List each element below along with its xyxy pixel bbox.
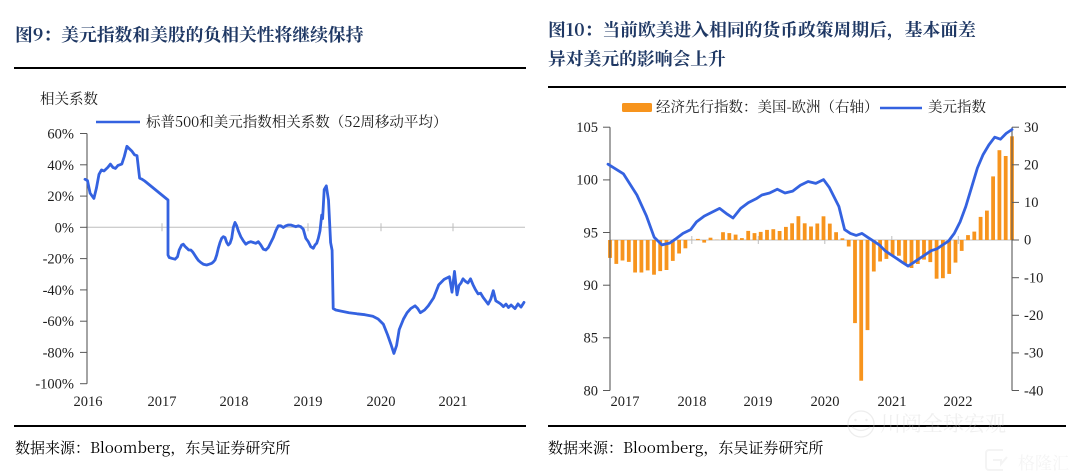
svg-text:105: 105: [576, 120, 598, 136]
svg-text:90: 90: [584, 278, 599, 294]
svg-text:95: 95: [584, 225, 599, 241]
svg-text:-20: -20: [1024, 308, 1043, 324]
svg-text:格隆汇: 格隆汇: [1018, 449, 1069, 473]
svg-text:-10: -10: [1024, 270, 1043, 286]
svg-text:2021: 2021: [878, 394, 907, 410]
svg-text:20: 20: [1024, 158, 1039, 174]
svg-text:0: 0: [1024, 233, 1031, 249]
svg-text:美元指数: 美元指数: [928, 96, 986, 117]
svg-text:-40: -40: [1024, 383, 1043, 399]
svg-text:100: 100: [576, 173, 598, 189]
svg-text:2017: 2017: [611, 394, 640, 410]
svg-text:2020: 2020: [811, 394, 840, 410]
svg-text:-30: -30: [1024, 346, 1043, 362]
svg-text:80: 80: [584, 383, 599, 399]
svg-text:85: 85: [584, 331, 599, 347]
svg-text:2019: 2019: [744, 394, 773, 410]
svg-text:2018: 2018: [678, 394, 707, 410]
svg-text:30: 30: [1024, 120, 1039, 136]
svg-text:经济先行指数：美国-欧洲（右轴）: 经济先行指数：美国-欧洲（右轴）: [656, 96, 879, 117]
svg-text:10: 10: [1024, 195, 1039, 211]
svg-text:2022: 2022: [944, 394, 973, 410]
